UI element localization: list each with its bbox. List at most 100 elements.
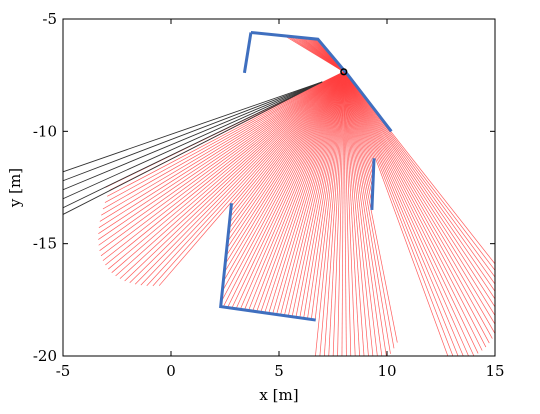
ray [111, 71, 345, 273]
ray [343, 71, 352, 357]
ray [343, 71, 479, 354]
ray [239, 71, 345, 310]
ray [276, 71, 345, 315]
ray [98, 71, 344, 234]
ray [343, 71, 483, 351]
ray [158, 71, 345, 286]
ray [226, 71, 345, 249]
ray [343, 71, 374, 357]
y-tick-label: -10 [33, 122, 57, 140]
ray [343, 71, 469, 357]
miss-rays [62, 81, 323, 215]
ray [104, 71, 344, 203]
ray [102, 71, 345, 261]
wall-segment [242, 32, 253, 74]
x-tick-label: -5 [56, 362, 71, 380]
ray [343, 71, 347, 357]
ray [107, 71, 344, 197]
ray [299, 71, 345, 318]
ray [146, 71, 345, 286]
x-tick-label: 0 [166, 362, 176, 380]
ray [152, 71, 345, 287]
ray [343, 71, 449, 357]
wall-segment [250, 30, 393, 133]
ray [280, 71, 345, 316]
ray [323, 71, 345, 357]
ray [98, 71, 345, 246]
ray [228, 71, 345, 229]
sensor-marker [340, 68, 348, 76]
ray [102, 71, 344, 210]
ray [223, 71, 345, 273]
ray [343, 71, 360, 357]
ray [105, 71, 345, 266]
ray [224, 71, 345, 265]
ray [222, 71, 345, 282]
ray [343, 71, 496, 308]
ray [235, 71, 345, 309]
y-tick-label: -20 [33, 347, 57, 365]
ray [222, 71, 345, 308]
ray [230, 71, 345, 212]
miss-ray [62, 81, 323, 209]
ray [129, 71, 345, 284]
ray [140, 71, 345, 286]
ray [343, 71, 464, 357]
hit-rays [98, 35, 496, 357]
ray [98, 71, 344, 240]
ray [319, 71, 345, 357]
ray [272, 71, 345, 315]
ray [268, 71, 345, 314]
y-tick-label: -15 [33, 235, 57, 253]
ray [328, 71, 345, 357]
ray [343, 71, 496, 271]
wall-segment [370, 158, 376, 211]
ray [252, 71, 345, 312]
walls [219, 30, 393, 322]
wall-segment [219, 203, 316, 322]
ray [100, 71, 345, 257]
ray [101, 71, 344, 216]
ray [332, 71, 345, 357]
ray [264, 71, 345, 313]
ray [295, 71, 345, 318]
ray [314, 71, 345, 321]
y-axis-label: y [m] [6, 168, 24, 208]
ray [343, 71, 369, 357]
ray [225, 71, 345, 257]
ray [220, 71, 345, 303]
ray [115, 71, 345, 277]
ray [291, 71, 345, 317]
ray [343, 71, 378, 357]
miss-ray [62, 81, 323, 191]
ray [343, 71, 395, 349]
ray [287, 71, 345, 317]
ray [343, 71, 391, 354]
ray [260, 71, 345, 313]
ray [119, 71, 345, 279]
ray [343, 71, 365, 357]
ray [343, 71, 496, 325]
ray [343, 71, 493, 339]
ray [99, 71, 344, 222]
ray [343, 71, 373, 205]
x-tick-label: 15 [485, 362, 504, 380]
ray [343, 71, 496, 292]
ray [284, 71, 345, 316]
ray [221, 71, 345, 292]
ray [134, 71, 345, 285]
sensor-point [340, 68, 348, 76]
x-tick-label: 5 [274, 362, 284, 380]
ray [343, 71, 387, 357]
ray [343, 71, 496, 278]
ray [343, 71, 496, 334]
ray [343, 71, 496, 316]
ray [315, 71, 345, 357]
ray [343, 71, 487, 348]
ray [108, 71, 345, 270]
ray [98, 71, 344, 228]
ray [343, 71, 490, 344]
ray [343, 71, 356, 357]
ray [343, 71, 459, 357]
